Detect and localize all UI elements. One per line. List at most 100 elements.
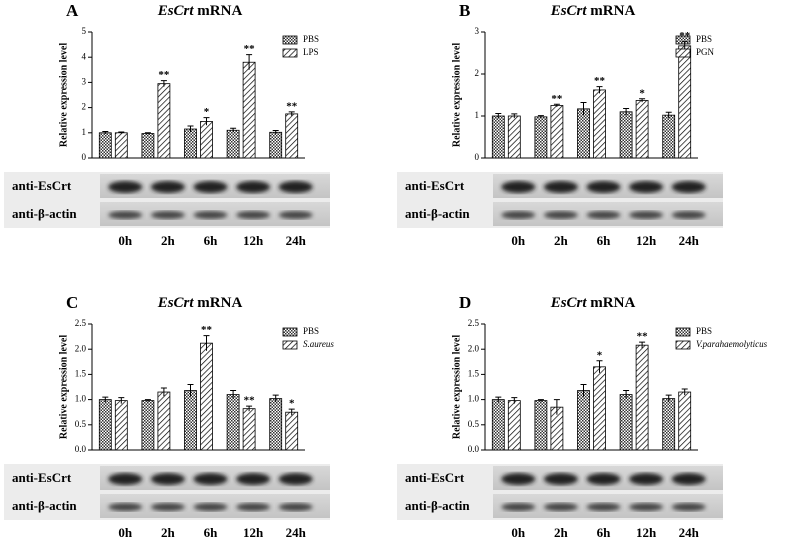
error-bar <box>102 131 109 135</box>
blot-band <box>629 503 664 511</box>
legend-label: V.parahaemolyticus <box>696 339 768 349</box>
panel-label: A <box>66 1 79 20</box>
x-tick-label: 24h <box>679 233 700 248</box>
blot-band <box>586 181 621 193</box>
blot-band <box>501 503 536 511</box>
x-tick-label: 12h <box>243 233 264 248</box>
x-tick-label: 6h <box>597 525 612 540</box>
panel-label: C <box>66 293 78 312</box>
blot-label: anti-β-actin <box>405 206 470 221</box>
bar <box>242 408 256 451</box>
panel: D EsCrt mRNA Relative expression level 0.0 0… <box>397 293 768 540</box>
blot-band <box>236 181 271 193</box>
error-bar <box>537 399 544 402</box>
blot-label: anti-EsCrt <box>405 470 465 485</box>
y-tick-label: 1.0 <box>75 394 87 404</box>
bar <box>662 114 676 159</box>
bar <box>635 344 649 451</box>
x-tick-label: 2h <box>161 233 176 248</box>
blot-label: anti-EsCrt <box>12 470 72 485</box>
bar <box>157 83 171 159</box>
blot-band <box>543 503 578 511</box>
legend-swatch <box>675 340 691 350</box>
error-bar <box>230 127 237 133</box>
error-bar <box>495 112 502 119</box>
error-bar <box>596 86 603 94</box>
bar <box>157 391 171 451</box>
blot-band <box>543 181 578 193</box>
bar <box>200 121 213 159</box>
legend-swatch <box>282 327 298 337</box>
y-axis-label: Relative expression level <box>58 43 69 147</box>
blot-band <box>193 503 228 511</box>
bar <box>678 391 692 451</box>
blot-band <box>501 211 536 219</box>
bar <box>534 400 548 451</box>
bar <box>184 128 197 159</box>
blot-band <box>278 181 313 193</box>
error-bar <box>272 130 279 135</box>
error-bar <box>596 360 603 373</box>
bar <box>285 411 299 451</box>
bar <box>577 108 590 159</box>
panel: A EsCrt mRNA Relative expression level 0 1 2 3… <box>4 1 330 248</box>
significance-label: * <box>639 87 645 99</box>
significance-label: ** <box>244 395 256 407</box>
error-bar <box>144 132 151 135</box>
x-tick-label: 0h <box>118 525 133 540</box>
legend-label: PBS <box>696 34 712 44</box>
error-bar <box>665 111 672 119</box>
legend-label: PGN <box>696 47 715 57</box>
blot-band <box>108 503 143 511</box>
y-tick-label: 1 <box>475 110 480 120</box>
blot-band <box>108 473 143 485</box>
y-tick-label: 3 <box>475 26 480 36</box>
panel: B EsCrt mRNA Relative expression level 0 1 2 3… <box>397 1 723 248</box>
bar <box>141 400 155 451</box>
legend-swatch <box>282 48 298 58</box>
bar <box>635 100 649 159</box>
bar <box>678 45 692 159</box>
chart-title: EsCrt mRNA <box>550 3 636 19</box>
error-bar <box>118 131 125 134</box>
error-bar <box>553 103 560 107</box>
error-bar <box>580 383 587 397</box>
blot-band <box>150 211 185 219</box>
error-bar <box>681 388 688 396</box>
legend-label: LPS <box>303 47 319 57</box>
blot-band <box>150 473 185 485</box>
error-bar <box>203 335 210 351</box>
blot-band <box>671 211 706 219</box>
y-tick-label: 0 <box>82 152 87 162</box>
bar <box>98 399 112 451</box>
legend-swatch <box>675 327 691 337</box>
bar <box>242 61 256 159</box>
blot-band <box>671 503 706 511</box>
y-tick-label: 1.0 <box>468 394 480 404</box>
y-tick-label: 2 <box>82 102 87 112</box>
bar <box>550 105 564 159</box>
y-axis-label: Relative expression level <box>58 335 69 439</box>
error-bar <box>288 111 295 116</box>
blot-band <box>671 181 706 193</box>
x-tick-label: 2h <box>554 233 569 248</box>
x-tick-label: 24h <box>286 525 307 540</box>
blot-band <box>236 211 271 219</box>
bar <box>114 132 128 159</box>
blot-label: anti-β-actin <box>12 206 77 221</box>
bar <box>269 398 283 451</box>
blot-band <box>586 211 621 219</box>
significance-label: * <box>597 349 603 361</box>
blot-band <box>193 211 228 219</box>
blot-band <box>586 503 621 511</box>
error-bar <box>203 117 210 126</box>
y-tick-label: 2.5 <box>75 318 87 328</box>
y-axis-label: Relative expression level <box>451 335 462 439</box>
y-tick-label: 0 <box>475 152 480 162</box>
legend-swatch <box>282 35 298 45</box>
significance-label: ** <box>244 43 256 55</box>
legend-swatch <box>282 340 298 350</box>
legend-label: PBS <box>303 326 319 336</box>
blot-label: anti-β-actin <box>12 498 77 513</box>
